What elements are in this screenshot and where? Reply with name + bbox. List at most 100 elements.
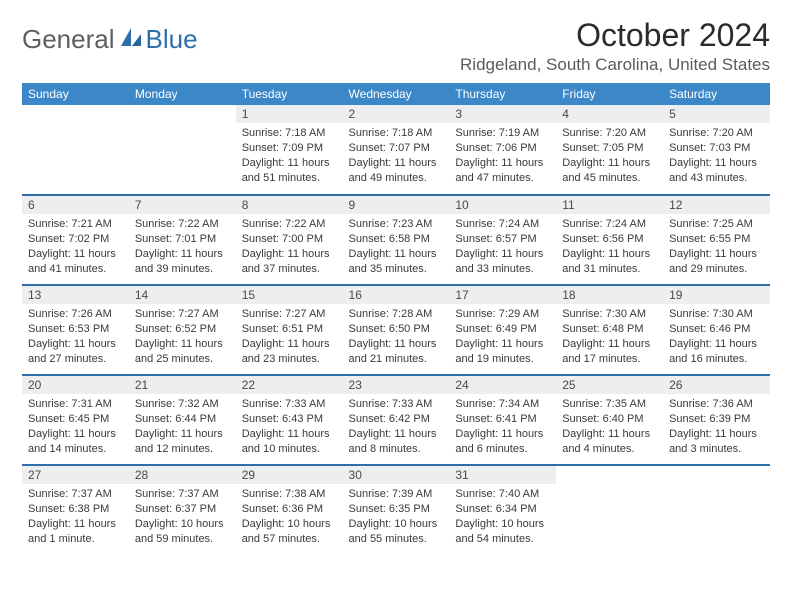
sunrise-line: Sunrise: 7:34 AM [455,398,539,410]
calendar-cell: 8Sunrise: 7:22 AMSunset: 7:00 PMDaylight… [236,195,343,285]
sunset-line: Sunset: 7:02 PM [28,233,109,245]
day-details: Sunrise: 7:19 AMSunset: 7:06 PMDaylight:… [449,123,556,188]
day-details: Sunrise: 7:29 AMSunset: 6:49 PMDaylight:… [449,304,556,369]
sunrise-line: Sunrise: 7:24 AM [562,218,646,230]
day-number: 15 [236,286,343,304]
weekday-header: Thursday [449,83,556,105]
day-number: 13 [22,286,129,304]
calendar-cell: 7Sunrise: 7:22 AMSunset: 7:01 PMDaylight… [129,195,236,285]
daylight-line: Daylight: 11 hours and 16 minutes. [669,338,757,365]
daylight-line: Daylight: 11 hours and 6 minutes. [455,428,543,455]
calendar-cell: 23Sunrise: 7:33 AMSunset: 6:42 PMDayligh… [343,375,450,465]
calendar-cell: 13Sunrise: 7:26 AMSunset: 6:53 PMDayligh… [22,285,129,375]
sunset-line: Sunset: 6:49 PM [455,323,536,335]
calendar-cell: 15 Sunrise: 7:27 AM Sunset: 6:51 PM Dayligh… [236,285,343,375]
sunset-line: Sunset: 6:43 PM [242,413,323,425]
sunrise-line: Sunrise: 7:18 AM [242,127,326,139]
sunrise-line: Sunrise: 7:33 AM [242,398,326,410]
sunset-line: Sunset: 6:44 PM [135,413,216,425]
calendar-cell: 20Sunrise: 7:31 AMSunset: 6:45 PMDayligh… [22,375,129,465]
daylight-line: Daylight: 11 hours and 17 minutes. [562,338,650,365]
sunset-line: Sunset: 6:51 PM [242,323,323,335]
sunrise-line: Sunrise: 7:27 AM [242,308,326,320]
month-title: October 2024 [460,18,770,53]
daylight-line: Daylight: 11 hours and 1 minute. [28,518,116,545]
weekday-header: Monday [129,83,236,105]
day-details: Sunrise: 7:39 AMSunset: 6:35 PMDaylight:… [343,484,450,549]
calendar-cell: 9Sunrise: 7:23 AMSunset: 6:58 PMDaylight… [343,195,450,285]
day-details: Sunrise: 7:37 AMSunset: 6:38 PMDaylight:… [22,484,129,549]
sunset-line: Sunset: 7:00 PM [242,233,323,245]
day-details: Sunrise: 7:27 AM Sunset: 6:51 PM Daylight:… [236,304,343,369]
sunrise-line: Sunrise: 7:39 AM [349,488,433,500]
day-number: 30 [343,466,450,484]
sunset-line: Sunset: 6:52 PM [135,323,216,335]
day-number: 8 [236,196,343,214]
day-details: Sunrise: 7:25 AMSunset: 6:55 PMDaylight:… [663,214,770,279]
sunset-line: Sunset: 7:05 PM [562,142,643,154]
calendar-cell: 5Sunrise: 7:20 AMSunset: 7:03 PMDaylight… [663,105,770,195]
sunset-line: Sunset: 7:01 PM [135,233,216,245]
calendar-cell: 31Sunrise: 7:40 AMSunset: 6:34 PMDayligh… [449,465,556,555]
calendar-cell: 14Sunrise: 7:27 AMSunset: 6:52 PMDayligh… [129,285,236,375]
daylight-line: Daylight: 11 hours and 35 minutes. [349,248,437,275]
calendar-cell: 3Sunrise: 7:19 AMSunset: 7:06 PMDaylight… [449,105,556,195]
day-number: 4 [556,105,663,123]
calendar-cell [129,105,236,195]
location-subtitle: Ridgeland, South Carolina, United States [460,55,770,75]
calendar-page: General Blue October 2024 Ridgeland, Sou… [0,0,792,565]
sunset-line: Sunset: 6:35 PM [349,503,430,515]
day-number: 21 [129,376,236,394]
sunrise-line: Sunrise: 7:26 AM [28,308,112,320]
weekday-header: Saturday [663,83,770,105]
sunrise-line: Sunrise: 7:40 AM [455,488,539,500]
daylight-line: Daylight: 11 hours and 10 minutes. [242,428,330,455]
calendar-cell: 21Sunrise: 7:32 AMSunset: 6:44 PMDayligh… [129,375,236,465]
daylight-line: Daylight: 11 hours and 19 minutes. [455,338,543,365]
weekday-header: Sunday [22,83,129,105]
brand-logo: General Blue [22,24,198,55]
title-block: October 2024 Ridgeland, South Carolina, … [460,18,770,75]
day-number: 16 [343,286,450,304]
daylight-line: Daylight: 11 hours and 43 minutes. [669,157,757,184]
sunrise-line: Sunrise: 7:24 AM [455,218,539,230]
day-details: Sunrise: 7:22 AMSunset: 7:00 PMDaylight:… [236,214,343,279]
sunrise-line: Sunrise: 7:36 AM [669,398,753,410]
sunset-line: Sunset: 6:55 PM [669,233,750,245]
calendar-cell: 17Sunrise: 7:29 AMSunset: 6:49 PMDayligh… [449,285,556,375]
sunrise-line: Sunrise: 7:27 AM [135,308,219,320]
sunset-line: Sunset: 6:46 PM [669,323,750,335]
sunset-line: Sunset: 6:40 PM [562,413,643,425]
daylight-line: Daylight: 11 hours and 23 minutes. [242,338,330,365]
sunset-line: Sunset: 6:56 PM [562,233,643,245]
calendar-cell: 11Sunrise: 7:24 AMSunset: 6:56 PMDayligh… [556,195,663,285]
sunrise-line: Sunrise: 7:35 AM [562,398,646,410]
sunset-line: Sunset: 7:07 PM [349,142,430,154]
calendar-row: 27Sunrise: 7:37 AMSunset: 6:38 PMDayligh… [22,465,770,555]
daylight-line: Daylight: 11 hours and 27 minutes. [28,338,116,365]
sunset-line: Sunset: 6:48 PM [562,323,643,335]
daylight-line: Daylight: 11 hours and 39 minutes. [135,248,223,275]
daylight-line: Daylight: 10 hours and 59 minutes. [135,518,224,545]
day-details: Sunrise: 7:24 AMSunset: 6:56 PMDaylight:… [556,214,663,279]
logo-word-1: General [22,24,115,55]
calendar-cell: 27Sunrise: 7:37 AMSunset: 6:38 PMDayligh… [22,465,129,555]
sunrise-line: Sunrise: 7:20 AM [669,127,753,139]
day-details: Sunrise: 7:28 AMSunset: 6:50 PMDaylight:… [343,304,450,369]
weekday-header: Wednesday [343,83,450,105]
day-details: Sunrise: 7:37 AMSunset: 6:37 PMDaylight:… [129,484,236,549]
calendar-cell: 18Sunrise: 7:30 AMSunset: 6:48 PMDayligh… [556,285,663,375]
sunrise-line: Sunrise: 7:28 AM [349,308,433,320]
day-number: 11 [556,196,663,214]
day-number: 7 [129,196,236,214]
calendar-cell: 6Sunrise: 7:21 AMSunset: 7:02 PMDaylight… [22,195,129,285]
sunrise-line: Sunrise: 7:18 AM [349,127,433,139]
daylight-line: Daylight: 11 hours and 4 minutes. [562,428,650,455]
calendar-cell: 25Sunrise: 7:35 AMSunset: 6:40 PMDayligh… [556,375,663,465]
day-number: 5 [663,105,770,123]
sunrise-line: Sunrise: 7:23 AM [349,218,433,230]
day-number: 20 [22,376,129,394]
daylight-line: Daylight: 11 hours and 49 minutes. [349,157,437,184]
calendar-cell: 26Sunrise: 7:36 AMSunset: 6:39 PMDayligh… [663,375,770,465]
sunrise-line: Sunrise: 7:30 AM [562,308,646,320]
